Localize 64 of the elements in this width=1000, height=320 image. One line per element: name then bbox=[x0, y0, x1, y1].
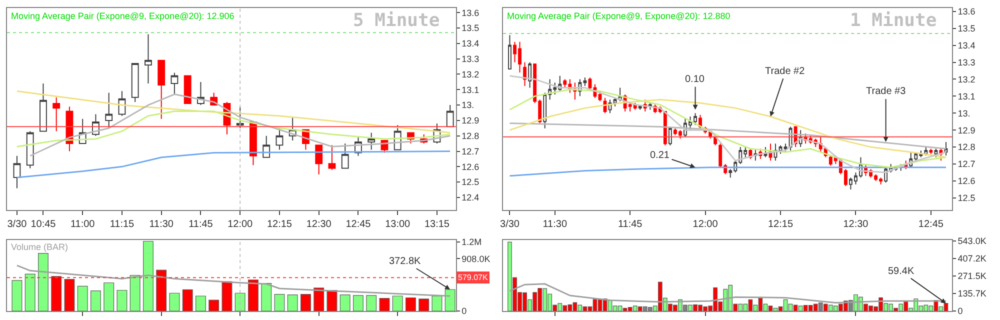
x-tick-label: 3/30 bbox=[7, 218, 28, 230]
y-tick-label: 12.8 bbox=[462, 131, 480, 142]
x-tick-label: 12:00 bbox=[228, 218, 254, 230]
y-tick-label: 13.5 bbox=[958, 24, 976, 34]
y-tick-label: 12.9 bbox=[462, 116, 480, 126]
ref-line-label: 579.07K bbox=[458, 273, 488, 282]
y-tick-label: 13.3 bbox=[462, 54, 480, 64]
y-tick-label: 13.2 bbox=[958, 74, 976, 84]
annotation: Trade #2 bbox=[765, 66, 806, 77]
y-tick-label: 271.5K bbox=[958, 271, 986, 282]
y-tick-label: 0 bbox=[958, 306, 963, 316]
x-tick-label: 12:15 bbox=[768, 218, 794, 230]
annotation: 372.8K bbox=[389, 256, 422, 267]
chart-subtitle: 1 Minute bbox=[850, 10, 937, 31]
y-tick-label: 13.2 bbox=[462, 69, 480, 80]
y-tick-label: 13.4 bbox=[462, 38, 480, 49]
y-tick-label: 543.0K bbox=[958, 236, 986, 246]
y-tick-label: 12.6 bbox=[462, 162, 480, 172]
y-tick-label: 13.3 bbox=[958, 57, 976, 68]
y-tick-label: 13.4 bbox=[958, 40, 976, 50]
x-tick-label: 11:30 bbox=[542, 218, 568, 230]
y-tick-label: 12.9 bbox=[958, 125, 976, 136]
y-tick-label: 12.7 bbox=[958, 159, 976, 170]
y-tick-label: 13. bbox=[462, 100, 474, 110]
y-tick-label: 13.6 bbox=[462, 8, 480, 18]
chart-title: Moving Average Pair (Expone@9, Expone@20): 12.906 bbox=[11, 11, 234, 21]
y-tick-label: 1.2M bbox=[462, 236, 482, 247]
chart-subtitle: 5 Minute bbox=[353, 10, 440, 31]
x-tick-label: 10:45 bbox=[30, 218, 56, 230]
annotation: 0.10 bbox=[685, 74, 705, 85]
annotation: Trade #3 bbox=[866, 86, 906, 97]
y-tick-label: 13.6 bbox=[958, 6, 976, 17]
x-tick-label: 12:45 bbox=[346, 218, 372, 230]
x-tick-label: 11:45 bbox=[188, 218, 214, 230]
y-tick-label: 135.7K bbox=[958, 288, 986, 299]
y-tick-label: 13.1 bbox=[462, 84, 480, 95]
y-tick-label: 12.7 bbox=[462, 146, 480, 156]
x-tick-label: 13:15 bbox=[424, 218, 450, 230]
x-tick-label: 13:00 bbox=[385, 218, 411, 230]
x-tick-label: 11:15 bbox=[110, 218, 135, 230]
x-tick-label: 12:30 bbox=[306, 218, 332, 230]
x-tick-label: 11:30 bbox=[149, 218, 174, 230]
y-tick-label: 12.5 bbox=[958, 193, 976, 204]
y-tick-label: 13.5 bbox=[462, 23, 480, 34]
y-tick-label: 12.8 bbox=[958, 142, 976, 152]
y-tick-label: 908.0K bbox=[462, 254, 490, 264]
x-tick-label: 11:00 bbox=[70, 218, 96, 230]
x-tick-label: 12:00 bbox=[692, 218, 718, 230]
y-tick-label: 12.6 bbox=[958, 176, 976, 186]
annotation: 59.4K bbox=[888, 266, 914, 277]
y-tick-label: 12.4 bbox=[462, 192, 480, 203]
annotation: 0.21 bbox=[650, 150, 670, 161]
x-tick-label: 12:45 bbox=[918, 218, 944, 230]
chart-title: Moving Average Pair (Expone@9, Expone@20): 12.880 bbox=[507, 11, 730, 21]
x-tick-label: 12:30 bbox=[843, 218, 869, 230]
y-tick-label: 0 bbox=[462, 306, 467, 316]
x-tick-label: 3/30 bbox=[500, 218, 520, 230]
y-tick-label: 407.2K bbox=[958, 254, 986, 264]
chart-title: Volume (BAR) bbox=[11, 242, 68, 252]
x-tick-label: 11:45 bbox=[618, 218, 643, 230]
x-tick-label: 12:15 bbox=[266, 218, 292, 230]
y-tick-label: 13.1 bbox=[958, 91, 976, 102]
y-tick-label: 13. bbox=[958, 108, 970, 118]
y-tick-label: 12.5 bbox=[462, 177, 480, 188]
